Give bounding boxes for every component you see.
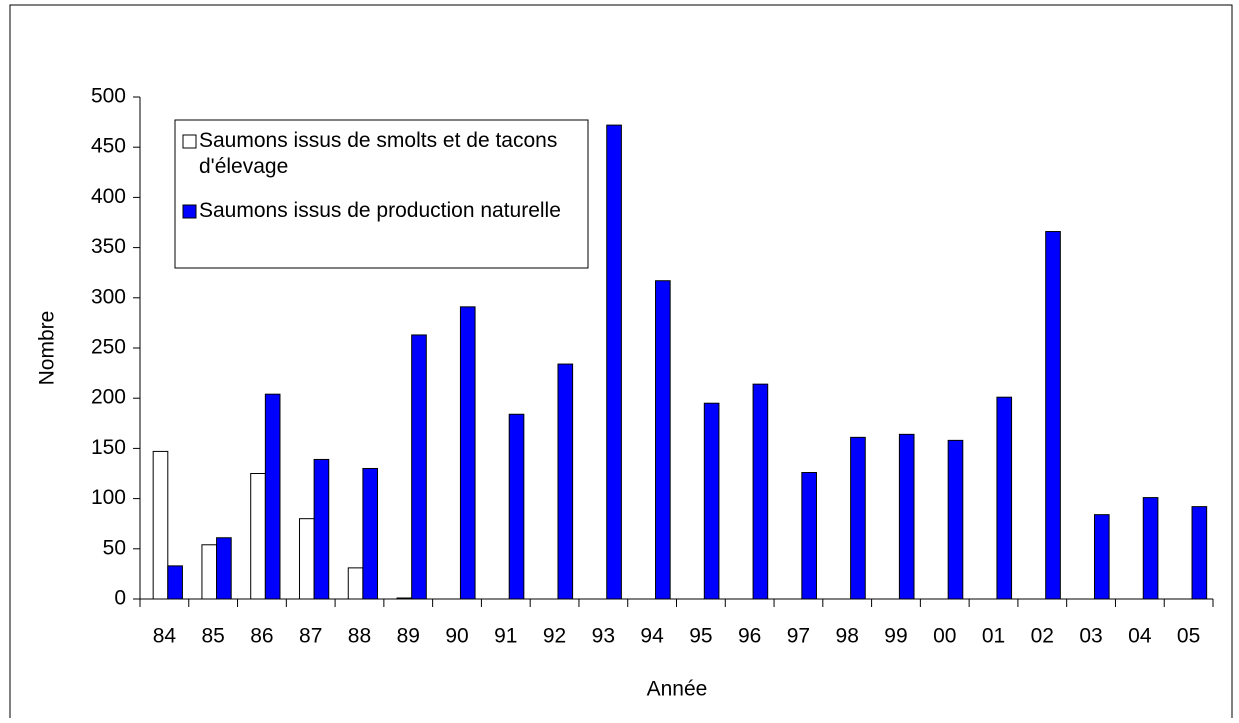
x-tick-label: 02: [1031, 625, 1054, 648]
x-tick-label: 00: [933, 625, 956, 648]
bar: [1093, 514, 1110, 600]
bar: [898, 433, 915, 600]
bar: [459, 306, 476, 600]
bar: [201, 544, 218, 600]
bar: [703, 402, 720, 600]
y-tick-label: 500: [91, 85, 126, 108]
x-tick-label: 91: [494, 625, 517, 648]
x-tick-label: 99: [884, 625, 907, 648]
x-tick-label: 96: [738, 625, 761, 648]
bar: [167, 565, 183, 600]
y-tick-label: 50: [103, 536, 126, 559]
bar: [298, 518, 315, 600]
x-tick-label: 92: [543, 625, 566, 648]
legend-entry: Saumons issus de smolts et de tacons d'é…: [199, 129, 558, 178]
bar: [411, 334, 427, 600]
bar: [947, 439, 964, 600]
y-tick-label: 400: [91, 185, 126, 208]
bar: [996, 396, 1013, 600]
bar: [508, 413, 525, 600]
bar: [347, 567, 364, 600]
y-tick-label: 350: [91, 235, 126, 258]
bar: [152, 450, 169, 600]
x-tick-label: 04: [1128, 625, 1152, 648]
y-axis-title: Nombre: [36, 311, 59, 386]
legend-swatch: [182, 134, 197, 149]
bar: [1191, 506, 1208, 600]
bar: [250, 473, 266, 600]
bar: [313, 458, 330, 600]
x-axis-title: Année: [647, 678, 708, 701]
x-tick-label: 89: [397, 625, 420, 648]
bar: [801, 471, 817, 600]
bar: [216, 537, 232, 600]
y-tick-label: 150: [91, 436, 126, 459]
x-tick-label: 85: [201, 625, 224, 648]
x-tick-label: 94: [640, 625, 664, 648]
legend-box: [174, 119, 589, 269]
x-tick-label: 01: [982, 625, 1005, 648]
bar: [752, 383, 769, 600]
bar: [264, 393, 281, 600]
y-tick-label: 100: [91, 486, 126, 509]
legend-label: Saumons issus de smolts et de tacons d'é…: [199, 129, 558, 178]
y-tick-label: 250: [91, 336, 126, 359]
bar: [1045, 231, 1061, 600]
x-tick-label: 88: [348, 625, 371, 648]
legend-entry: Saumons issus de production naturelle: [199, 199, 561, 222]
y-tick-label: 300: [91, 285, 126, 308]
bar: [655, 280, 671, 600]
x-tick-label: 86: [250, 625, 273, 648]
y-tick-label: 0: [114, 587, 126, 610]
x-tick-label: 84: [153, 625, 177, 648]
y-tick-label: 450: [91, 135, 126, 158]
legend-swatch: [182, 204, 197, 219]
bar: [396, 597, 413, 600]
x-tick-label: 98: [836, 625, 859, 648]
bar: [606, 124, 622, 600]
x-tick-label: 87: [299, 625, 322, 648]
legend-label: Saumons issus de production naturelle: [199, 199, 561, 222]
x-tick-label: 90: [445, 625, 468, 648]
x-tick-label: 95: [689, 625, 712, 648]
bar: [362, 467, 379, 600]
bar: [850, 436, 866, 600]
y-tick-label: 200: [91, 386, 126, 409]
x-tick-label: 03: [1079, 625, 1102, 648]
bar: [1142, 497, 1159, 600]
bar: [557, 363, 574, 600]
x-tick-label: 97: [787, 625, 810, 648]
x-tick-label: 93: [592, 625, 615, 648]
x-tick-label: 05: [1177, 625, 1200, 648]
